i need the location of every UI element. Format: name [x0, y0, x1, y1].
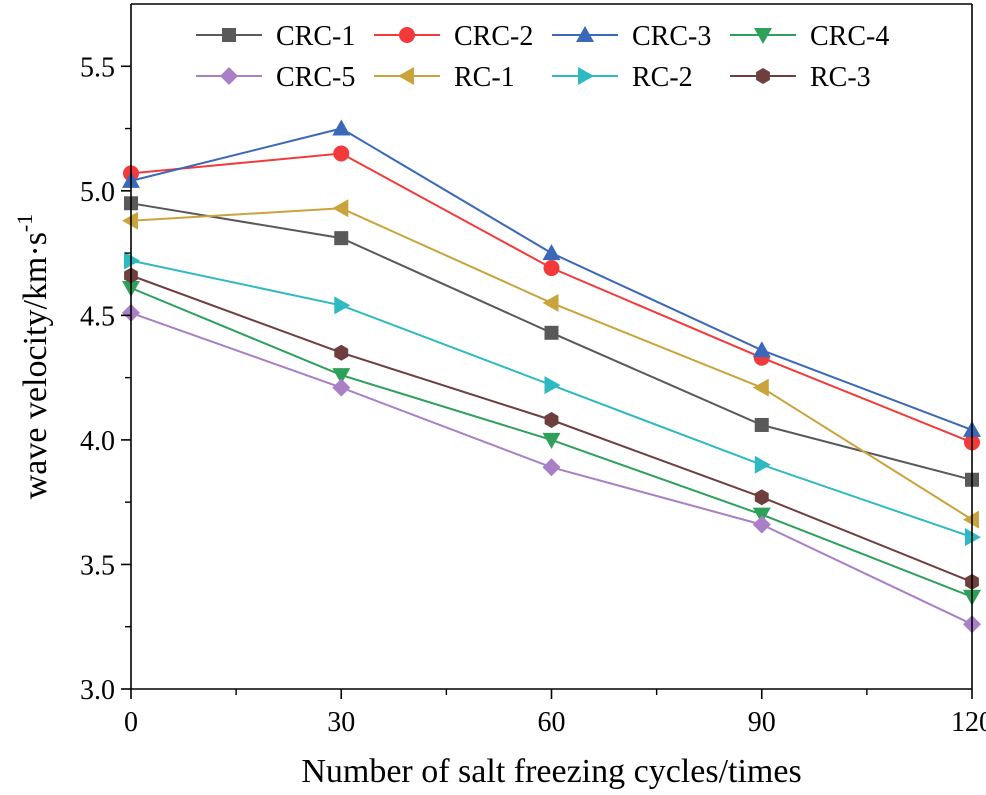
y-tick-label: 5.5 [80, 52, 115, 83]
data-point [332, 199, 349, 218]
data-point [544, 412, 559, 428]
legend-label: CRC-4 [810, 21, 889, 52]
legend-item-rc-2: RC-2 [552, 62, 693, 93]
legend-label: RC-1 [454, 62, 515, 93]
y-axis-title: wave velocity/km·s-1 [12, 214, 54, 500]
series-rc-1 [122, 199, 979, 529]
legend-label: RC-3 [810, 62, 871, 93]
legend-item-crc-3: CRC-3 [552, 21, 711, 52]
legend-marker [220, 67, 238, 85]
data-point [963, 510, 979, 529]
data-point [754, 455, 771, 474]
legend-item-rc-1: RC-1 [374, 62, 515, 93]
y-tick-label: 4.0 [80, 426, 115, 457]
data-point [332, 119, 351, 136]
legend-marker [754, 28, 772, 44]
legend-label: CRC-3 [632, 21, 711, 52]
legend-label: CRC-1 [276, 21, 355, 52]
data-point [544, 325, 559, 340]
series-crc-2 [123, 145, 980, 451]
x-tick-label: 60 [538, 707, 566, 738]
y-tick-label: 3.0 [80, 675, 115, 706]
series-rc-3 [124, 267, 979, 590]
series-crc-3 [122, 119, 981, 437]
legend-item-rc-3: RC-3 [730, 62, 871, 93]
axis-layer [121, 3, 973, 699]
series-line [130, 274, 973, 583]
legend-item-crc-1: CRC-1 [196, 21, 355, 52]
legend-marker [756, 68, 770, 84]
legend-marker [576, 26, 594, 42]
series-rc-2 [124, 251, 981, 547]
data-point [544, 376, 561, 395]
data-point [122, 211, 138, 230]
legend-marker [222, 28, 236, 42]
data-point [542, 293, 559, 312]
legend-marker [578, 67, 594, 85]
series-crc-5 [122, 303, 981, 634]
data-point [332, 378, 351, 397]
data-point [332, 368, 351, 385]
x-tick-label: 0 [124, 707, 138, 738]
y-axis-title-main: wave velocity/km·s [17, 232, 54, 499]
x-axis-title: Number of salt freezing cycles/times [301, 753, 801, 790]
data-point [542, 432, 561, 449]
data-point [752, 341, 771, 358]
y-tick-label: 5.0 [80, 177, 115, 208]
data-point [752, 378, 769, 397]
legend-item-crc-4: CRC-4 [730, 21, 889, 52]
legend-item-crc-2: CRC-2 [374, 21, 533, 52]
data-point [124, 251, 140, 270]
legend-marker [399, 27, 415, 43]
plot-layer [122, 119, 981, 634]
legend-item-crc-5: CRC-5 [196, 62, 355, 93]
data-point [542, 244, 561, 261]
data-point [965, 528, 981, 547]
label-layer: 0 30 60 90 120 3.0 3.5 4.0 4.5 5.0 5.5 Number of sa… [12, 52, 986, 790]
data-point [754, 417, 769, 432]
data-point [334, 231, 349, 246]
x-tick-label: 120 [951, 707, 986, 738]
y-tick-label: 3.5 [80, 550, 115, 581]
x-tick-label: 90 [748, 707, 776, 738]
legend-label: CRC-5 [276, 62, 355, 93]
legend: CRC-1 CRC-2 CRC-3 CRC-4 CRC-5 RC-1 RC-2 RC-3 [196, 21, 889, 93]
legend-label: RC-2 [632, 62, 693, 93]
data-point [754, 489, 769, 506]
legend-marker [398, 67, 414, 85]
data-point [334, 296, 351, 315]
data-point [334, 344, 349, 361]
legend-label: CRC-2 [454, 21, 533, 52]
data-point [542, 458, 561, 477]
data-point [543, 260, 560, 277]
data-point [333, 145, 350, 162]
y-axis-title-superscript: -1 [12, 214, 37, 232]
x-tick-label: 30 [327, 707, 355, 738]
data-point [752, 515, 771, 534]
y-tick-label: 4.5 [80, 301, 115, 332]
